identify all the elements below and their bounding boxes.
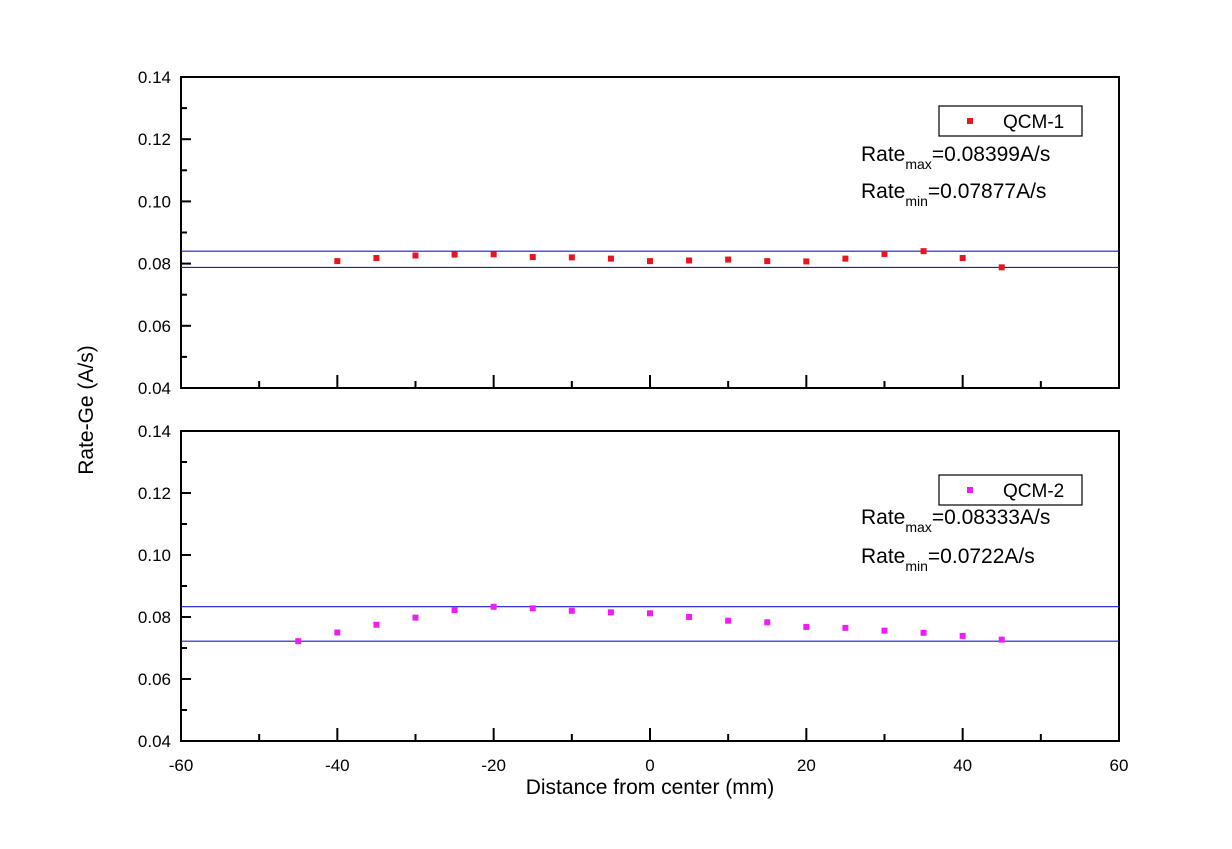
data-point	[881, 627, 888, 634]
legend-marker	[967, 118, 973, 124]
data-point	[451, 251, 458, 258]
y-tick-label: 0.08	[138, 255, 171, 274]
data-point	[412, 614, 419, 621]
data-point	[647, 258, 653, 265]
data-point	[803, 623, 810, 630]
y-tick-label: 0.10	[138, 192, 171, 211]
legend: QCM-1	[938, 105, 1083, 137]
data-point	[998, 636, 1005, 643]
data-point	[373, 255, 380, 262]
y-tick-label: 0.14	[138, 422, 171, 441]
data-point	[529, 254, 536, 261]
y-tick-label: 0.12	[138, 484, 171, 503]
data-point	[490, 251, 497, 258]
y-tick-label: 0.06	[138, 670, 171, 689]
data-point	[920, 248, 927, 255]
data-point	[959, 632, 966, 639]
data-point	[334, 629, 341, 636]
data-point	[725, 256, 732, 263]
data-point	[686, 614, 693, 620]
data-point	[490, 603, 497, 610]
data-point	[686, 257, 693, 264]
legend-box	[938, 474, 1083, 506]
data-point	[334, 258, 341, 265]
x-tick-label: 0	[645, 756, 654, 775]
data-point	[647, 610, 653, 617]
y-tick-label: 0.14	[138, 68, 171, 87]
data-point	[842, 255, 849, 262]
x-tick-label: 20	[797, 756, 816, 775]
data-point	[881, 250, 888, 257]
data-point	[295, 638, 302, 645]
y-tick-label: 0.10	[138, 546, 171, 565]
x-tick-label: -60	[169, 756, 194, 775]
rate-max-annotation: Ratemax=0.08333A/s	[861, 506, 1050, 535]
legend-marker	[967, 487, 973, 493]
y-tick-label: 0.12	[138, 130, 171, 149]
x-tick-label: -40	[325, 756, 350, 775]
data-point	[529, 605, 536, 612]
x-axis-title: Distance from center (mm)	[526, 776, 775, 799]
x-tick-label: 40	[953, 756, 972, 775]
x-tick-label: 60	[1110, 756, 1129, 775]
y-tick-label: 0.06	[138, 317, 171, 336]
top-panel: 0.04 0.06 0.08 0.10 0.12 0.14 QCM-1 Ratemax=0.0…	[138, 68, 1120, 398]
data-point	[725, 617, 732, 624]
y-tick-label: 0.08	[138, 608, 171, 627]
data-point	[412, 252, 419, 259]
data-point	[998, 264, 1005, 271]
legend-label: QCM-2	[1003, 481, 1064, 502]
data-point	[764, 619, 771, 626]
bottom-panel: 0.04 0.06 0.08 0.10 0.12 0.14 -60 -40 -20 0 20 40 60…	[138, 422, 1129, 775]
y-tick-label: 0.04	[138, 379, 171, 398]
data-point	[803, 258, 810, 265]
data-point	[920, 629, 927, 636]
legend: QCM-2	[938, 474, 1083, 506]
data-point	[842, 624, 849, 631]
data-point	[607, 609, 614, 616]
data-point	[451, 607, 458, 614]
legend-label: QCM-1	[1003, 112, 1064, 133]
y-axis-title: Rate-Ge (A/s)	[75, 345, 98, 475]
rate-max-annotation: Ratemax=0.08399A/s	[861, 143, 1050, 172]
rate-min-annotation: Ratemin=0.0722A/s	[861, 545, 1035, 574]
data-point	[764, 258, 771, 265]
data-point	[568, 607, 575, 614]
y-tick-label: 0.04	[138, 732, 171, 751]
rate-min-annotation: Ratemin=0.07877A/s	[861, 180, 1046, 209]
data-point	[373, 621, 380, 628]
data-point	[607, 255, 614, 262]
data-point	[959, 255, 966, 262]
legend-box	[938, 105, 1083, 137]
data-point	[568, 254, 575, 261]
x-tick-label: -20	[481, 756, 506, 775]
